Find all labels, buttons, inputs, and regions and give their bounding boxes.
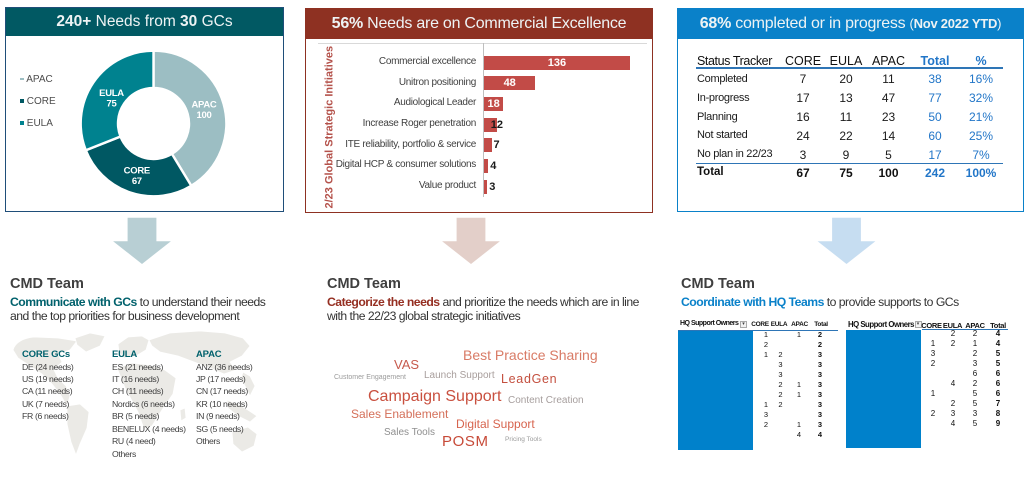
- svg-text:100: 100: [197, 110, 212, 121]
- svg-text:75: 75: [107, 99, 118, 110]
- svg-text:CORE: CORE: [124, 166, 150, 177]
- svg-text:APAC: APAC: [191, 100, 216, 111]
- svg-text:EULA: EULA: [99, 88, 124, 99]
- svg-text:67: 67: [132, 176, 142, 187]
